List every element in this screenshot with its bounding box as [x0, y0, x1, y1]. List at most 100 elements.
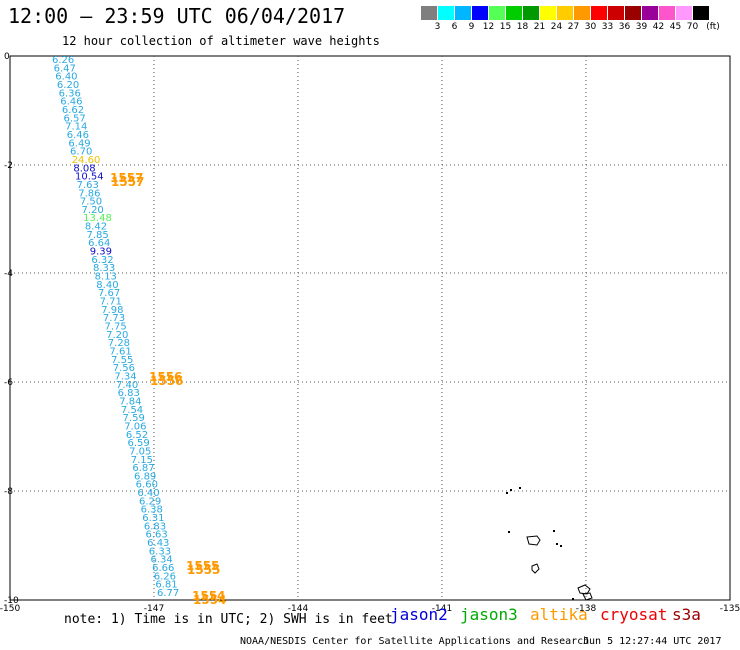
satellite-name: cryosat — [600, 605, 668, 624]
legend-label: 39 — [635, 22, 648, 32]
wave-height-reading: 7.06 — [124, 421, 146, 432]
legend-label: 6 — [451, 22, 458, 32]
pass-number: 1554 — [192, 589, 225, 603]
legend-swatch — [625, 6, 642, 20]
wave-height-reading: 7.71 — [100, 297, 122, 308]
wave-height-reading: 24.60 — [72, 155, 101, 166]
wave-height-reading: 8.13 — [95, 272, 117, 283]
y-tick-label: -6 — [4, 378, 13, 388]
island-outline — [526, 535, 541, 546]
map-note: note: 1) Time is in UTC; 2) SWH is in fe… — [64, 612, 393, 627]
x-tick-label: -147 — [144, 604, 164, 614]
legend-label: 3 — [434, 22, 441, 32]
y-tick-label: -10 — [4, 596, 19, 606]
wave-height-reading: 7.54 — [121, 405, 143, 416]
legend-swatch — [540, 6, 557, 20]
legend-swatch — [642, 6, 659, 20]
wave-height-reading: 6.40 — [137, 488, 159, 499]
satellite-name: altika — [530, 605, 588, 624]
wave-height-reading: 6.87 — [132, 463, 154, 474]
pass-number: 1555 — [186, 559, 219, 573]
wave-height-reading: 9.39 — [90, 247, 112, 258]
y-tick-label: 0 — [4, 52, 10, 62]
x-tick-label: -138 — [576, 604, 597, 614]
wave-height-reading: 6.70 — [70, 147, 92, 158]
wave-height-reading: 6.26 — [52, 55, 74, 66]
wave-height-reading: 7.14 — [65, 122, 87, 133]
wave-height-reading: 7.28 — [108, 338, 130, 349]
wave-height-reading: 7.40 — [116, 380, 138, 391]
altimeter-track: 6.266.476.406.206.366.466.626.577.146.46… — [52, 55, 179, 599]
wave-height-reading: 7.84 — [119, 396, 141, 407]
wave-height-reading: 6.62 — [62, 105, 84, 116]
wave-height-reading: 7.73 — [103, 313, 125, 324]
wave-height-reading: 7.67 — [98, 288, 120, 299]
legend-label: 42 — [652, 22, 665, 32]
pass-number: 1554 — [193, 593, 226, 607]
map-subtitle: 12 hour collection of altimeter wave hei… — [62, 34, 380, 48]
wave-height-reading: 7.50 — [80, 197, 102, 208]
island-dot — [572, 598, 574, 600]
satellite-name: s3a — [672, 605, 701, 624]
wave-height-reading: 7.56 — [113, 363, 135, 374]
wave-height-reading: 6.64 — [88, 238, 110, 249]
satellite-name: jason2 — [390, 605, 448, 624]
legend-unit: (ft) — [706, 22, 720, 32]
legend-label: 15 — [499, 22, 512, 32]
legend-label: 21 — [533, 22, 546, 32]
y-tick-label: -8 — [4, 487, 13, 497]
legend-label: 36 — [618, 22, 631, 32]
island-outlines — [506, 487, 593, 601]
legend-swatch — [438, 6, 455, 20]
wave-height-reading: 13.48 — [83, 213, 112, 224]
wave-height-reading: 6.83 — [144, 521, 166, 532]
x-tick-label: -135 — [720, 604, 740, 614]
wave-height-reading: 8.33 — [93, 263, 115, 274]
wave-height-reading: 6.36 — [59, 88, 81, 99]
wave-height-reading: 7.85 — [86, 230, 108, 241]
pass-number: 1556 — [150, 374, 183, 388]
footer-credit: NOAA/NESDIS Center for Satellite Applica… — [240, 636, 590, 647]
wave-height-reading: 6.32 — [91, 255, 113, 266]
wave-height-reading: 6.59 — [127, 438, 149, 449]
wave-height-reading: 7.59 — [123, 413, 145, 424]
wave-height-reading: 6.43 — [147, 538, 169, 549]
legend-label: 9 — [468, 22, 475, 32]
wave-height-reading: 7.05 — [129, 446, 151, 457]
wave-height-reading: 7.15 — [131, 455, 153, 466]
wave-height-reading: 6.60 — [136, 480, 158, 491]
y-tick-label: -2 — [4, 161, 13, 171]
wave-height-reading: 6.49 — [68, 138, 90, 149]
legend-label: 18 — [516, 22, 529, 32]
wave-height-reading: 7.98 — [101, 305, 123, 316]
wave-height-reading: 6.40 — [55, 72, 77, 83]
island-dot — [560, 545, 562, 547]
wave-height-reading: 7.61 — [109, 346, 131, 357]
map-title: 12:00 – 23:59 UTC 06/04/2017 — [8, 4, 346, 28]
legend-swatch — [591, 6, 608, 20]
legend-label: 30 — [584, 22, 597, 32]
legend-swatch — [472, 6, 489, 20]
wave-height-reading: 6.31 — [142, 513, 164, 524]
wave-height-reading: 6.81 — [155, 580, 177, 591]
pass-number: 1557 — [110, 171, 143, 185]
axis-tick-labels: -150 -147 -144 -141 -138 -135 0 -2 -4 -6 -8 -10 — [0, 52, 740, 614]
legend-label: 45 — [669, 22, 682, 32]
generation-timestamp: Jun 5 12:27:44 UTC 2017 — [583, 636, 722, 647]
x-tick-label: -150 — [0, 604, 20, 614]
map-frame — [9, 55, 731, 601]
x-tick-label: -144 — [288, 604, 309, 614]
wave-height-reading: 10.54 — [75, 172, 104, 183]
wave-height-reading: 7.86 — [78, 188, 100, 199]
legend-swatch — [455, 6, 472, 20]
legend-label: 27 — [567, 22, 580, 32]
color-legend — [421, 6, 710, 20]
legend-swatch — [489, 6, 506, 20]
legend-swatch — [506, 6, 523, 20]
legend-label: 12 — [482, 22, 495, 32]
y-tick-label: -4 — [4, 269, 13, 279]
island-dot — [506, 492, 508, 494]
island-dot — [553, 530, 555, 532]
